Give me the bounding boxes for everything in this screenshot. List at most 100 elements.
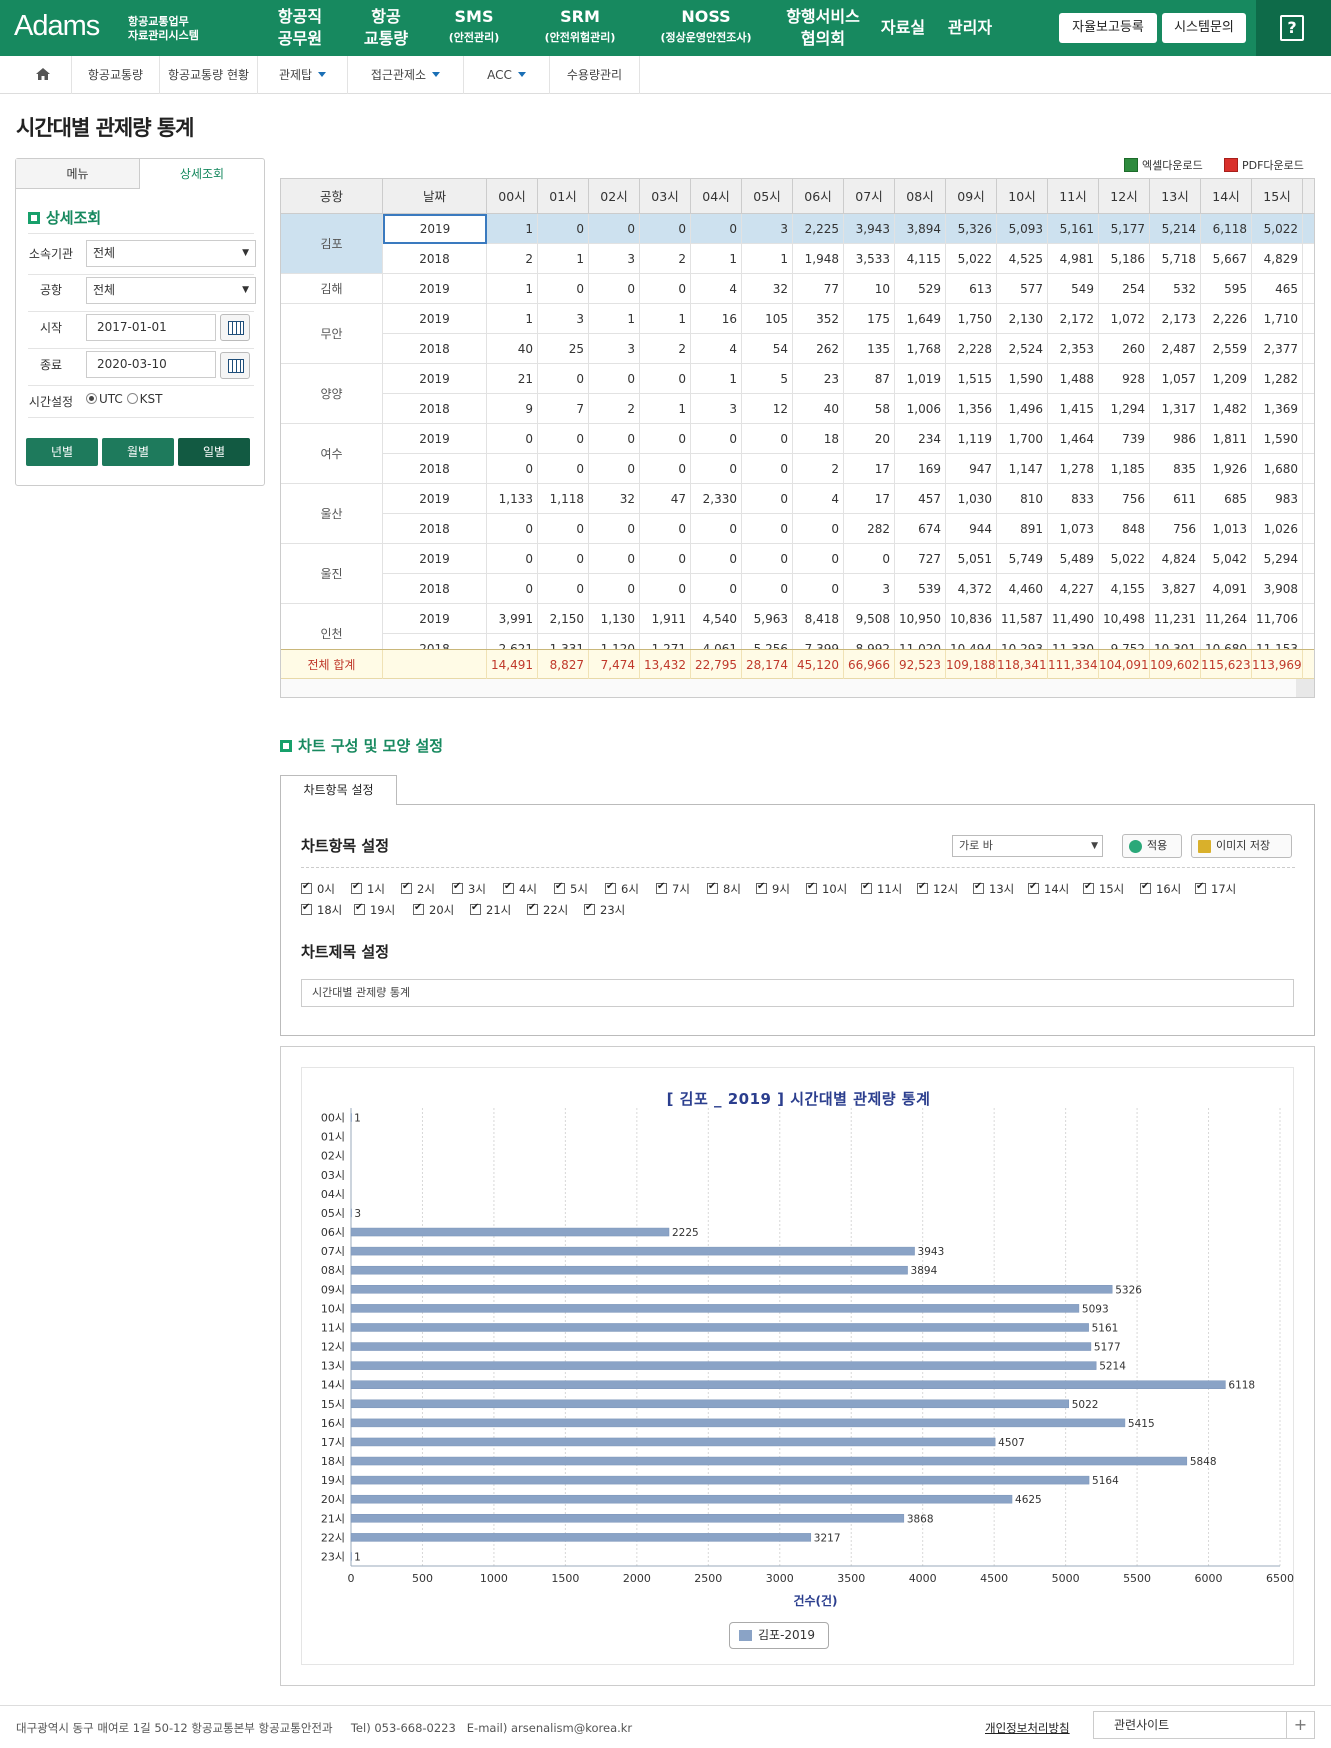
org-select[interactable]: 전체 ▼	[86, 240, 256, 267]
table-row[interactable]: 2019 1 0 0 0 4 32 77 10 529 613 577 549 254 532 595 465	[281, 274, 1314, 304]
date-cell[interactable]: 2018	[383, 454, 487, 484]
date-cell[interactable]: 2018	[383, 574, 487, 604]
date-cell[interactable]: 2019	[383, 424, 487, 454]
apply-button[interactable]: 적용	[1122, 834, 1182, 858]
daily-button[interactable]: 일별	[178, 438, 250, 466]
table-row[interactable]: 2019 0 0 0 0 0 0 0 0 727 5,051 5,749 5,489 5,022 4,824…	[281, 544, 1314, 574]
monthly-button[interactable]: 월별	[102, 438, 174, 466]
breadcrumb-item[interactable]: 수용량관리	[550, 56, 640, 94]
column-header[interactable]: 13시	[1150, 179, 1201, 214]
hour-checkbox-6[interactable]: 6시	[605, 881, 639, 897]
save-image-button[interactable]: 이미지 저장	[1191, 834, 1292, 858]
date-cell[interactable]: 2019	[383, 214, 487, 244]
nav-item-7[interactable]: 관리자	[940, 17, 1000, 39]
nav-item-2[interactable]: SMS (안전관리)	[443, 6, 505, 48]
nav-item-1[interactable]: 항공 교통량	[356, 6, 416, 50]
date-cell[interactable]: 2019	[383, 304, 487, 334]
hour-checkbox-7[interactable]: 7시	[656, 881, 690, 897]
column-header[interactable]: 00시	[487, 179, 538, 214]
self-report-button[interactable]: 자율보고등록	[1059, 13, 1157, 43]
chart-title-input[interactable]: 시간대별 관제량 통계	[301, 979, 1294, 1007]
date-cell[interactable]: 2018	[383, 244, 487, 274]
tab-chart-items[interactable]: 차트항목 설정	[280, 775, 397, 805]
date-cell[interactable]: 2018	[383, 334, 487, 364]
logo[interactable]: Adams	[14, 10, 100, 42]
table-row[interactable]: 2019 1 0 0 0 0 3 2,225 3,943 3,894 5,326 5,093 5,161…	[281, 214, 1314, 244]
kst-radio[interactable]: KST	[126, 392, 162, 406]
hour-checkbox-22[interactable]: 22시	[527, 902, 568, 918]
date-cell[interactable]: 2018	[383, 634, 487, 649]
hour-checkbox-8[interactable]: 8시	[707, 881, 741, 897]
hour-checkbox-20[interactable]: 20시	[413, 902, 454, 918]
nav-item-6[interactable]: 자료실	[873, 17, 933, 39]
hour-checkbox-18[interactable]: 18시	[301, 902, 342, 918]
end-date-input[interactable]: 2020-03-10	[86, 351, 216, 378]
column-header[interactable]: 02시	[589, 179, 640, 214]
airport-select[interactable]: 전체 ▼	[86, 277, 256, 304]
tab-menu[interactable]: 메뉴	[16, 159, 140, 189]
date-cell[interactable]: 2018	[383, 394, 487, 424]
table-row[interactable]: 2019 3,991 2,150 1,130 1,911 4,540 5,963 8,418 9…	[281, 604, 1314, 634]
hour-checkbox-15[interactable]: 15시	[1083, 881, 1124, 897]
column-header[interactable]: 06시	[793, 179, 844, 214]
table-row[interactable]: 2018 0 0 0 0 0 0 2 17 169 947 1,147 1,278 1,185 835 1,9…	[281, 454, 1314, 484]
hour-checkbox-4[interactable]: 4시	[503, 881, 537, 897]
nav-item-0[interactable]: 항공직 공무원	[270, 6, 330, 50]
hour-checkbox-2[interactable]: 2시	[401, 881, 435, 897]
column-header[interactable]: 14시	[1201, 179, 1252, 214]
horizontal-scrollbar[interactable]	[281, 679, 1314, 697]
hour-checkbox-0[interactable]: 0시	[301, 881, 335, 897]
table-row[interactable]: 2018 0 0 0 0 0 0 0 282 674 944 891 1,073 848 756 1,013 1…	[281, 514, 1314, 544]
column-header[interactable]: 08시	[895, 179, 946, 214]
date-cell[interactable]: 2019	[383, 364, 487, 394]
table-row[interactable]: 2019 1,133 1,118 32 47 2,330 0 4 17 457 1,030 810 83…	[281, 484, 1314, 514]
pdf-download-button[interactable]: PDF다운로드	[1224, 157, 1304, 173]
breadcrumb-item[interactable]: ACC	[464, 56, 550, 94]
breadcrumb-item[interactable]: 항공교통량 현황	[160, 56, 258, 94]
chart-legend[interactable]: 김포-2019	[729, 1622, 829, 1649]
start-calendar-button[interactable]	[220, 314, 250, 341]
hour-checkbox-10[interactable]: 10시	[806, 881, 847, 897]
breadcrumb-item[interactable]: 항공교통량	[72, 56, 160, 94]
yearly-button[interactable]: 년별	[26, 438, 98, 466]
column-header[interactable]: 10시	[997, 179, 1048, 214]
column-header[interactable]: 03시	[640, 179, 691, 214]
column-header[interactable]: 09시	[946, 179, 997, 214]
hour-checkbox-5[interactable]: 5시	[554, 881, 588, 897]
chart-type-select[interactable]: 가로 바 ▼	[952, 835, 1103, 857]
privacy-policy-link[interactable]: 개인정보처리방침	[985, 1721, 1070, 1735]
home-button[interactable]	[14, 56, 72, 94]
date-cell[interactable]: 2019	[383, 274, 487, 304]
date-cell[interactable]: 2018	[383, 514, 487, 544]
hour-checkbox-14[interactable]: 14시	[1028, 881, 1069, 897]
help-button[interactable]: ?	[1256, 0, 1331, 56]
start-date-input[interactable]: 2017-01-01	[86, 314, 216, 341]
column-header[interactable]: 01시	[538, 179, 589, 214]
tab-detail[interactable]: 상세조회	[179, 167, 225, 181]
table-body[interactable]: 2019 1 0 0 0 0 3 2,225 3,943 3,894 5,326 5,093 5,161…	[281, 214, 1314, 649]
nav-item-4[interactable]: NOSS (정상운영안전조사)	[646, 6, 766, 48]
hour-checkbox-9[interactable]: 9시	[756, 881, 790, 897]
end-calendar-button[interactable]	[220, 352, 250, 379]
table-row[interactable]: 2018 9 7 2 1 3 12 40 58 1,006 1,356 1,496 1,415 1,294…	[281, 394, 1314, 424]
table-row[interactable]: 2018 40 25 3 2 4 54 262 135 1,768 2,228 2,524 2,353 2…	[281, 334, 1314, 364]
column-header[interactable]: 15시	[1252, 179, 1303, 214]
hour-checkbox-19[interactable]: 19시	[354, 902, 395, 918]
hour-checkbox-3[interactable]: 3시	[452, 881, 486, 897]
column-header[interactable]: 11시	[1048, 179, 1099, 214]
table-row[interactable]: 2018 0 0 0 0 0 0 0 3 539 4,372 4,460 4,227 4,155 3,827…	[281, 574, 1314, 604]
hour-checkbox-23[interactable]: 23시	[584, 902, 625, 918]
date-cell[interactable]: 2019	[383, 604, 487, 634]
column-header[interactable]: 날짜	[383, 179, 487, 214]
column-header[interactable]: 공항	[281, 179, 383, 214]
excel-download-button[interactable]: 엑셀다운로드	[1124, 157, 1203, 173]
column-header[interactable]: 12시	[1099, 179, 1150, 214]
related-sites-select[interactable]: 관련사이트 +	[1093, 1711, 1315, 1739]
column-header[interactable]: 05시	[742, 179, 793, 214]
table-row[interactable]: 2019 1 3 1 1 16 105 352 175 1,649 1,750 2,130 2,172 1…	[281, 304, 1314, 334]
hour-checkbox-11[interactable]: 11시	[861, 881, 902, 897]
hour-checkbox-13[interactable]: 13시	[973, 881, 1014, 897]
hour-checkbox-21[interactable]: 21시	[470, 902, 511, 918]
breadcrumb-item[interactable]: 접근관제소	[348, 56, 464, 94]
table-row[interactable]: 2019 21 0 0 0 1 5 23 87 1,019 1,515 1,590 1,488 928 1,…	[281, 364, 1314, 394]
